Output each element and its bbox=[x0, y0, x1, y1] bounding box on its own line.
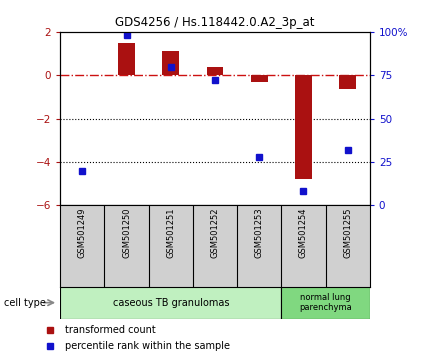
Text: GSM501249: GSM501249 bbox=[78, 208, 87, 258]
Text: percentile rank within the sample: percentile rank within the sample bbox=[65, 341, 230, 351]
Text: normal lung
parenchyma: normal lung parenchyma bbox=[299, 293, 352, 312]
Text: GSM501254: GSM501254 bbox=[299, 208, 308, 258]
Bar bbox=[60, 287, 281, 319]
Bar bbox=[295, 75, 312, 179]
Text: caseous TB granulomas: caseous TB granulomas bbox=[113, 298, 229, 308]
Text: cell type: cell type bbox=[4, 298, 46, 308]
Bar bbox=[163, 51, 179, 75]
Text: GSM501251: GSM501251 bbox=[166, 208, 175, 258]
Text: GSM501253: GSM501253 bbox=[255, 208, 264, 258]
Text: transformed count: transformed count bbox=[65, 325, 156, 335]
Text: GSM501252: GSM501252 bbox=[211, 208, 219, 258]
Bar bbox=[118, 43, 135, 75]
Bar bbox=[281, 287, 370, 319]
Bar bbox=[339, 75, 356, 89]
Bar bbox=[251, 75, 267, 82]
Text: GSM501250: GSM501250 bbox=[122, 208, 131, 258]
Text: GDS4256 / Hs.118442.0.A2_3p_at: GDS4256 / Hs.118442.0.A2_3p_at bbox=[115, 16, 315, 29]
Bar bbox=[206, 67, 224, 75]
Text: GSM501255: GSM501255 bbox=[343, 208, 352, 258]
